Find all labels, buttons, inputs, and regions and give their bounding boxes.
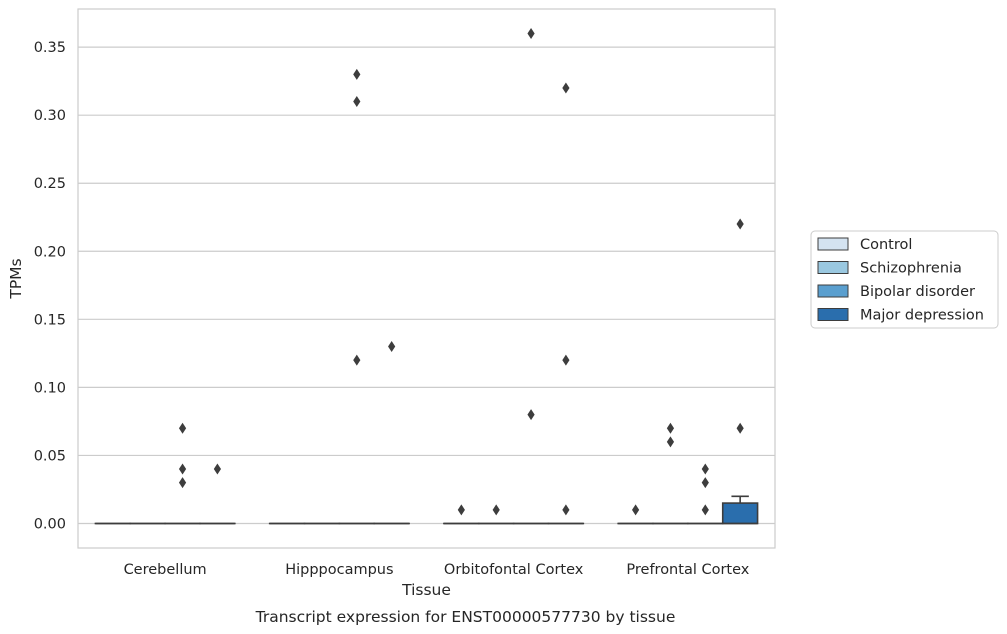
legend: Control Schizophrenia Bipolar disorder Majo…	[810, 230, 999, 329]
outlier-point	[353, 68, 361, 80]
box-groups	[94, 28, 759, 525]
y-tick-label: 0.15	[34, 312, 66, 328]
y-tick-label: 0.25	[34, 176, 66, 192]
x-tick-label: Prefrontal Cortex	[626, 562, 749, 578]
box-body	[721, 502, 759, 525]
box-major-depression	[547, 82, 585, 525]
box-major-depression	[199, 463, 236, 525]
outlier-point	[353, 96, 361, 108]
legend-label: Major depression	[860, 308, 984, 324]
plot-frame	[77, 8, 776, 549]
outlier-point	[562, 82, 570, 94]
outlier-point	[353, 354, 361, 366]
x-axis-ticks: Cerebellum Hipppocampus Orbitofontal Corte…	[124, 562, 750, 578]
legend-swatch	[817, 308, 849, 321]
y-tick-label: 0.10	[34, 380, 66, 396]
legend-label: Control	[860, 237, 912, 253]
box-schizophrenia	[652, 422, 689, 525]
legend-swatch	[817, 284, 849, 298]
outlier-point	[527, 409, 535, 421]
x-axis-title: Tissue	[401, 581, 451, 599]
y-axis-ticks: 0.00 0.05 0.10 0.15 0.20 0.25 0.30 0.35	[34, 40, 66, 532]
outlier-point	[736, 218, 744, 230]
x-tick-label: Cerebellum	[124, 562, 207, 578]
box-major-depression	[373, 341, 410, 525]
x-tick-label: Orbitofontal Cortex	[444, 562, 584, 578]
box-bipolar-disorder	[687, 463, 724, 525]
box-bipolar-disorder	[338, 68, 376, 525]
figure-caption: Transcript expression for ENST0000057773…	[255, 608, 676, 626]
outlier-point	[666, 422, 675, 434]
y-tick-label: 0.05	[34, 448, 66, 464]
legend-swatch	[817, 237, 849, 251]
outlier-point	[457, 504, 465, 516]
outlier-point	[632, 504, 640, 516]
outlier-point	[527, 28, 535, 39]
legend-frame	[810, 230, 999, 329]
y-axis-title: TPMs	[7, 258, 25, 299]
box-bipolar-disorder	[164, 422, 201, 525]
outlier-point	[666, 436, 675, 448]
outlier-point	[178, 422, 187, 434]
outlier-point	[492, 504, 500, 516]
outlier-point	[562, 504, 570, 516]
outlier-point	[213, 463, 221, 475]
y-tick-label: 0.20	[34, 244, 66, 260]
x-tick-label: Hipppocampus	[285, 562, 393, 578]
outlier-point	[701, 477, 709, 489]
outlier-point	[701, 463, 709, 475]
y-tick-label: 0.30	[34, 108, 66, 124]
outlier-point	[562, 354, 570, 366]
y-tick-label: 0.35	[34, 40, 66, 56]
box-major-depression	[721, 218, 759, 525]
legend-swatch	[817, 261, 849, 274]
outlier-point	[388, 341, 396, 353]
outlier-point	[736, 422, 744, 434]
outlier-point	[178, 477, 187, 489]
outlier-point	[701, 504, 709, 516]
outlier-point	[178, 463, 187, 475]
legend-label: Schizophrenia	[860, 261, 962, 277]
y-tick-label: 0.00	[34, 517, 66, 533]
legend-label: Bipolar disorder	[860, 284, 975, 300]
